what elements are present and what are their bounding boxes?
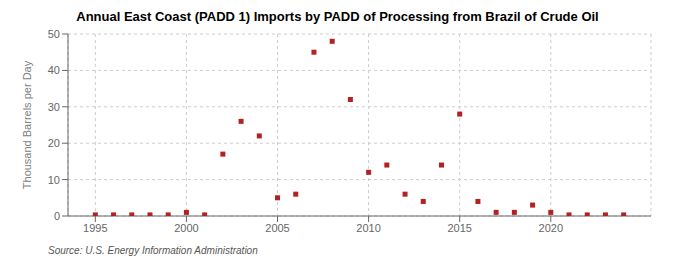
- svg-text:2010: 2010: [356, 222, 380, 234]
- svg-text:0: 0: [54, 210, 60, 222]
- svg-text:30: 30: [48, 101, 60, 113]
- svg-text:40: 40: [48, 64, 60, 76]
- svg-text:50: 50: [48, 28, 60, 40]
- svg-text:2020: 2020: [539, 222, 563, 234]
- svg-text:2000: 2000: [174, 222, 198, 234]
- html-text:Annual East Coast (PADD 1) Imp: Annual East Coast (PADD 1) Imports by PA…: [76, 9, 599, 24]
- svg-text:10: 10: [48, 174, 60, 186]
- svg-text:20: 20: [48, 137, 60, 149]
- html-text:Source: U.S. Energy Informatio: Source: U.S. Energy Information Administ…: [48, 245, 258, 256]
- svg-text:2005: 2005: [265, 222, 289, 234]
- svg-text:Thousand Barrels per Day: Thousand Barrels per Day: [21, 60, 33, 189]
- svg-text:2015: 2015: [447, 222, 471, 234]
- svg-text:1995: 1995: [83, 222, 107, 234]
